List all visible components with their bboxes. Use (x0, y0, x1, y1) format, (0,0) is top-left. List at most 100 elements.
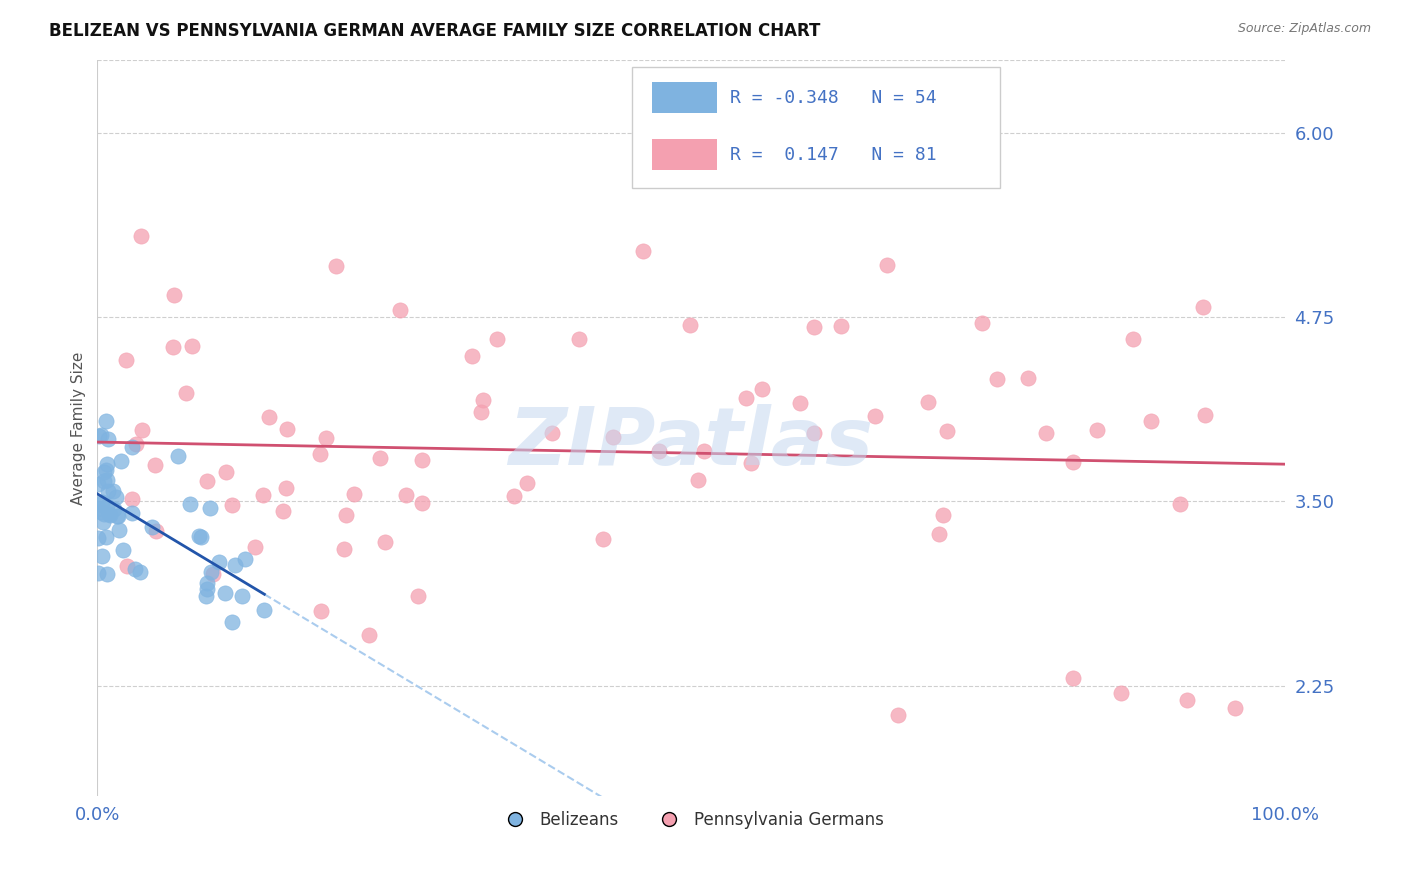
Point (1062, 671, 1084, 685)
Point (141, 520, 163, 534)
Point (592, 532, 614, 546)
Point (87, 566, 110, 581)
Point (1111, 686, 1133, 700)
Point (388, 303, 411, 318)
Point (936, 424, 959, 438)
Point (411, 496, 433, 510)
Point (131, 423, 153, 437)
Point (357, 628, 380, 642)
Point (276, 421, 298, 435)
Point (93, 507, 115, 521)
Point (121, 492, 143, 507)
Point (751, 382, 773, 396)
Point (1140, 414, 1163, 428)
Point (87, 531, 110, 545)
Point (986, 372, 1008, 386)
Point (96, 463, 118, 477)
Point (472, 392, 495, 407)
Point (125, 437, 148, 451)
Point (503, 489, 526, 503)
Point (461, 349, 484, 363)
Point (115, 559, 138, 574)
Point (252, 488, 274, 502)
Point (87, 500, 110, 515)
Point (276, 481, 298, 495)
Point (253, 603, 276, 617)
Point (129, 565, 152, 579)
Point (1017, 371, 1039, 385)
Point (100, 508, 122, 523)
Point (90, 505, 112, 519)
Point (342, 487, 364, 501)
Point (259, 409, 281, 424)
Point (167, 449, 190, 463)
Point (928, 527, 950, 541)
Point (789, 396, 811, 410)
Point (104, 490, 127, 504)
Point (143, 458, 166, 473)
Point (325, 259, 347, 273)
Point (208, 555, 231, 569)
Point (107, 509, 129, 524)
Point (105, 509, 128, 524)
Point (110, 454, 132, 468)
Point (96, 567, 118, 582)
Point (93, 465, 115, 479)
Point (803, 425, 825, 440)
Text: R =  0.147   N = 81: R = 0.147 N = 81 (730, 145, 936, 163)
Point (686, 473, 709, 487)
Point (101, 484, 124, 499)
Point (1035, 425, 1057, 440)
Point (734, 392, 756, 406)
Point (90, 549, 112, 564)
Point (121, 441, 143, 455)
Point (202, 567, 225, 582)
Point (89, 429, 111, 443)
Point (187, 528, 209, 542)
Point (224, 558, 246, 573)
Point (233, 551, 256, 566)
Point (876, 258, 898, 272)
Point (96, 473, 118, 487)
Point (163, 288, 186, 302)
Point (1192, 301, 1215, 315)
Point (195, 582, 218, 596)
Point (176, 385, 198, 400)
Point (1085, 423, 1108, 437)
Point (90, 428, 112, 442)
Point (631, 244, 654, 258)
Point (830, 319, 852, 334)
Point (87, 476, 110, 491)
Bar (652, 82, 717, 113)
Point (180, 339, 202, 353)
Point (932, 508, 955, 523)
Point (374, 534, 396, 549)
Point (96, 500, 118, 514)
Point (94, 530, 117, 544)
Point (648, 444, 671, 458)
Point (129, 229, 152, 244)
Point (1168, 497, 1191, 511)
Point (179, 496, 201, 510)
Point (308, 447, 330, 461)
Point (863, 409, 886, 423)
Point (97, 507, 120, 521)
Point (679, 318, 702, 332)
Point (917, 395, 939, 409)
Point (93, 475, 115, 489)
Point (693, 444, 716, 458)
Text: Source: ZipAtlas.com: Source: ZipAtlas.com (1237, 22, 1371, 36)
Point (194, 589, 217, 603)
Point (200, 501, 222, 516)
Point (1223, 700, 1246, 714)
Point (121, 506, 143, 520)
Point (221, 498, 243, 512)
Point (970, 316, 993, 330)
Point (200, 566, 222, 580)
Point (124, 562, 146, 576)
Point (1175, 693, 1198, 707)
Text: R = -0.348   N = 54: R = -0.348 N = 54 (730, 89, 936, 107)
Point (309, 604, 332, 618)
Bar (652, 139, 717, 170)
Point (108, 524, 131, 538)
